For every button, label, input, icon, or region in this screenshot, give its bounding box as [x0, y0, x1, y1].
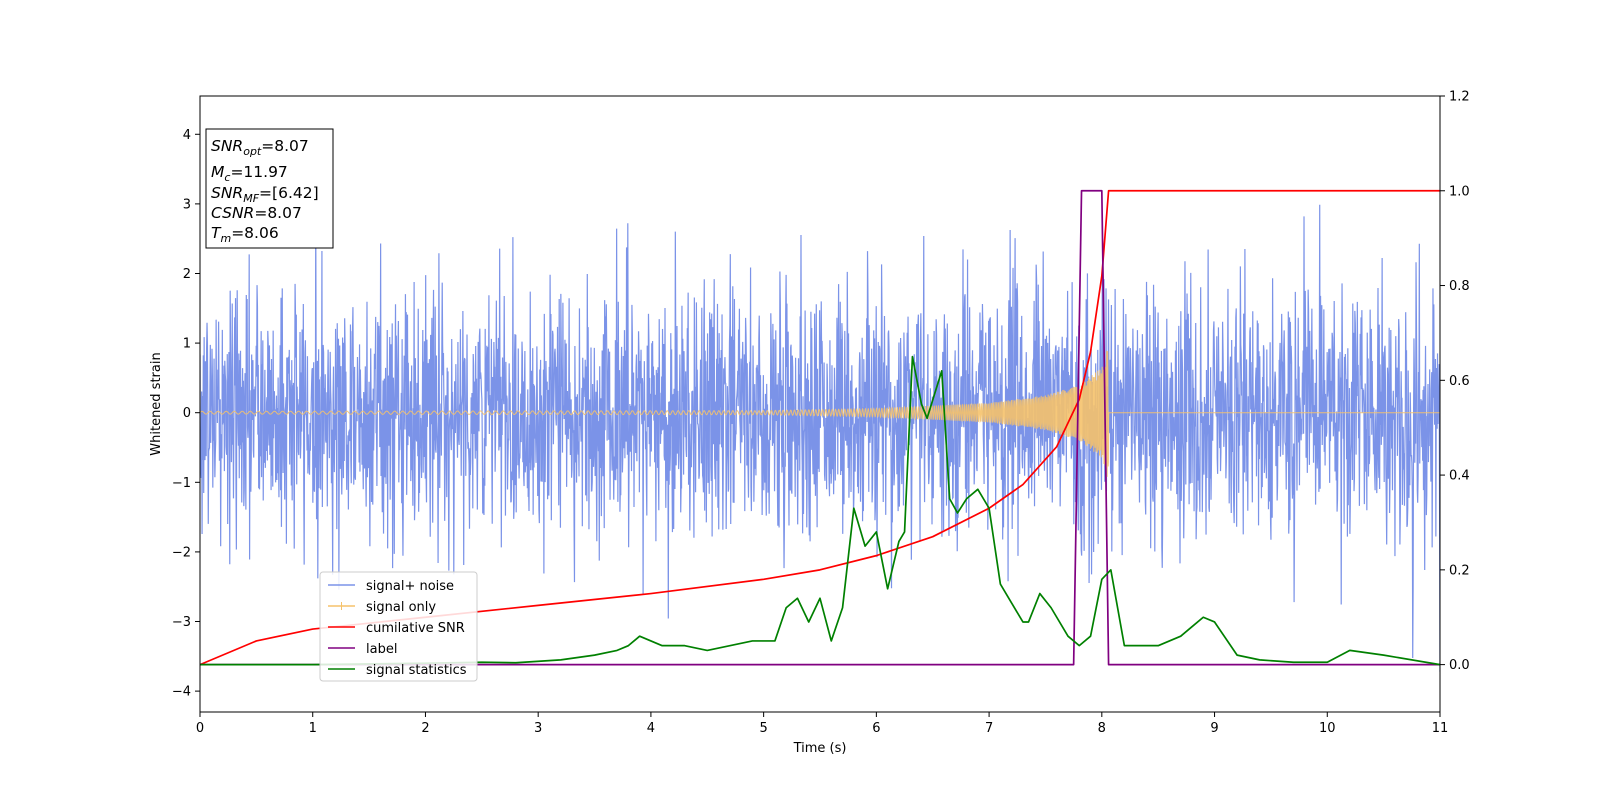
x-tick-label: 1	[309, 721, 317, 736]
x-tick-label: 9	[1210, 721, 1218, 736]
legend-label-cumilative-snr: cumilative SNR	[366, 621, 465, 636]
x-tick-label: 0	[196, 721, 204, 736]
series-signal-noise-line	[200, 204, 1440, 672]
legend-label-signal-statistics: signal statistics	[366, 663, 467, 678]
x-tick-label: 7	[985, 721, 993, 736]
y-left-tick-label: −3	[172, 615, 191, 630]
x-tick-label: 3	[534, 721, 542, 736]
x-tick-label: 10	[1319, 721, 1336, 736]
y-right-tick-label: 1.0	[1449, 184, 1470, 199]
legend-item-cumilative-snr: cumilative SNR	[328, 621, 465, 636]
ticks-layer: 0 1 2 3 4 5 6 7 8 9 10 11 −4 −3 −2 −1 0 1 2 3 4 0.0 0.2 0.4 0.6 0…	[172, 90, 1470, 737]
x-tick-label: 8	[1098, 721, 1106, 736]
mc-annotation: Mc=11.97	[211, 163, 288, 184]
x-tick-label: 11	[1432, 721, 1449, 736]
x-axis-label: Time (s)	[793, 741, 847, 756]
legend-item-signal-statistics: signal statistics	[328, 663, 467, 678]
csnr-annotation: CSNR=8.07	[211, 204, 302, 222]
x-tick-label: 5	[759, 721, 767, 736]
legend-frame	[319, 571, 478, 682]
legend-item-label: label	[328, 642, 397, 657]
y-left-tick-label: 0	[183, 406, 191, 421]
y-left-tick-label: −2	[172, 545, 191, 560]
legend-item-signal-only: signal only	[328, 600, 436, 615]
y-axis-label: Whitened strain	[149, 352, 164, 455]
series-signal-only-line	[200, 350, 1440, 477]
legend: signal+ noise signal only cumilative SNR…	[319, 571, 478, 682]
info-box-frame	[205, 128, 334, 249]
snr-opt-annotation: SNRopt=8.07	[211, 137, 309, 158]
y-right-tick-label: 0.8	[1449, 279, 1470, 294]
y-left-tick-label: −1	[172, 476, 191, 491]
y-left-tick-label: −4	[172, 685, 191, 700]
y-left-tick-label: 2	[183, 267, 191, 282]
x-tick-label: 4	[647, 721, 655, 736]
plot-frame	[199, 95, 1441, 713]
y-left-tick-label: 4	[183, 128, 191, 143]
y-right-tick-label: 0.0	[1449, 658, 1470, 673]
legend-label-signal-noise: signal+ noise	[366, 579, 454, 594]
y-right-tick-label: 0.2	[1449, 563, 1470, 578]
series-label-line	[200, 189, 1440, 666]
info-box: SNRopt=8.07 Mc=11.97 SNRMF=[6.42] CSNR=8…	[205, 128, 334, 249]
y-right-tick-label: 0.4	[1449, 469, 1470, 484]
series-signal-statistics-line	[200, 355, 1440, 666]
x-tick-label: 2	[421, 721, 429, 736]
legend-item-signal-noise: signal+ noise	[328, 579, 454, 594]
y-left-tick-label: 1	[183, 337, 191, 352]
tm-annotation: Tm=8.06	[211, 224, 279, 245]
y-left-tick-label: 3	[183, 197, 191, 212]
legend-label-label: label	[366, 642, 397, 657]
x-tick-label: 6	[872, 721, 880, 736]
y-right-tick-label: 0.6	[1449, 374, 1470, 389]
snr-mf-annotation: SNRMF=[6.42]	[211, 184, 319, 205]
legend-label-signal-only: signal only	[366, 600, 436, 615]
y-right-tick-label: 1.2	[1449, 90, 1470, 105]
